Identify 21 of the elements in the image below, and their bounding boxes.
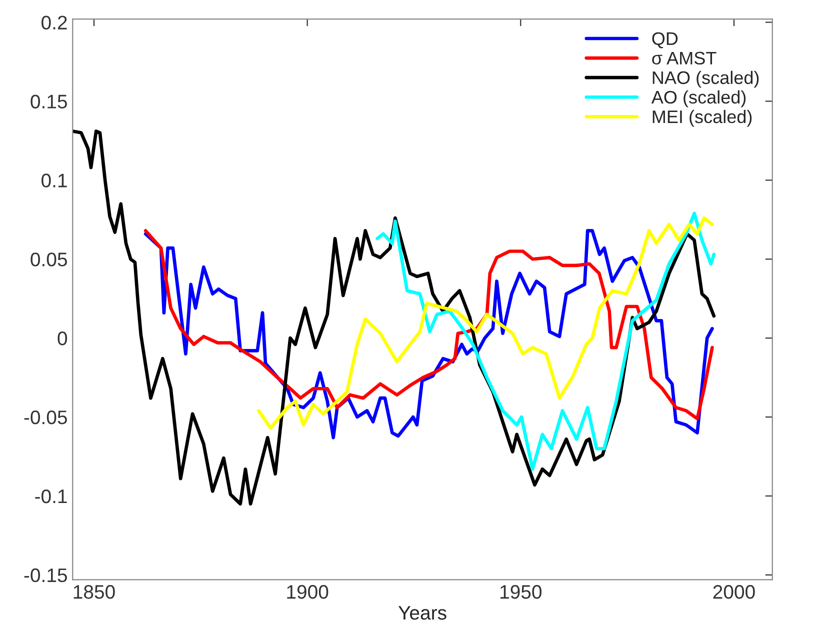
x-axis-title: Years — [398, 606, 446, 620]
y-tick-label: 0.15 — [30, 94, 67, 108]
legend-label: NAO (scaled) — [652, 70, 759, 88]
y-tick-label: 0.2 — [42, 16, 67, 30]
line-series — [376, 212, 716, 471]
x-tick-label: 1900 — [287, 585, 328, 599]
x-tick-label: 2000 — [713, 585, 755, 599]
legend-label: QD — [652, 32, 678, 48]
x-tick-label: 1850 — [74, 585, 115, 599]
x-tick-label: 1950 — [500, 585, 542, 599]
line-series — [72, 130, 716, 506]
y-tick-label: 0 — [58, 332, 68, 346]
line-series — [257, 216, 714, 430]
y-tick-label: -0.05 — [24, 410, 67, 424]
y-tick-label: -0.15 — [24, 568, 67, 582]
y-tick-label: 0.05 — [30, 252, 67, 266]
legend-label: AO (scaled) — [651, 90, 746, 108]
y-tick-label: 0.1 — [42, 174, 67, 188]
legend-label: σ AMST — [652, 52, 716, 65]
y-tick-label: -0.1 — [35, 489, 67, 504]
legend-label: MEI (scaled) — [652, 110, 752, 127]
